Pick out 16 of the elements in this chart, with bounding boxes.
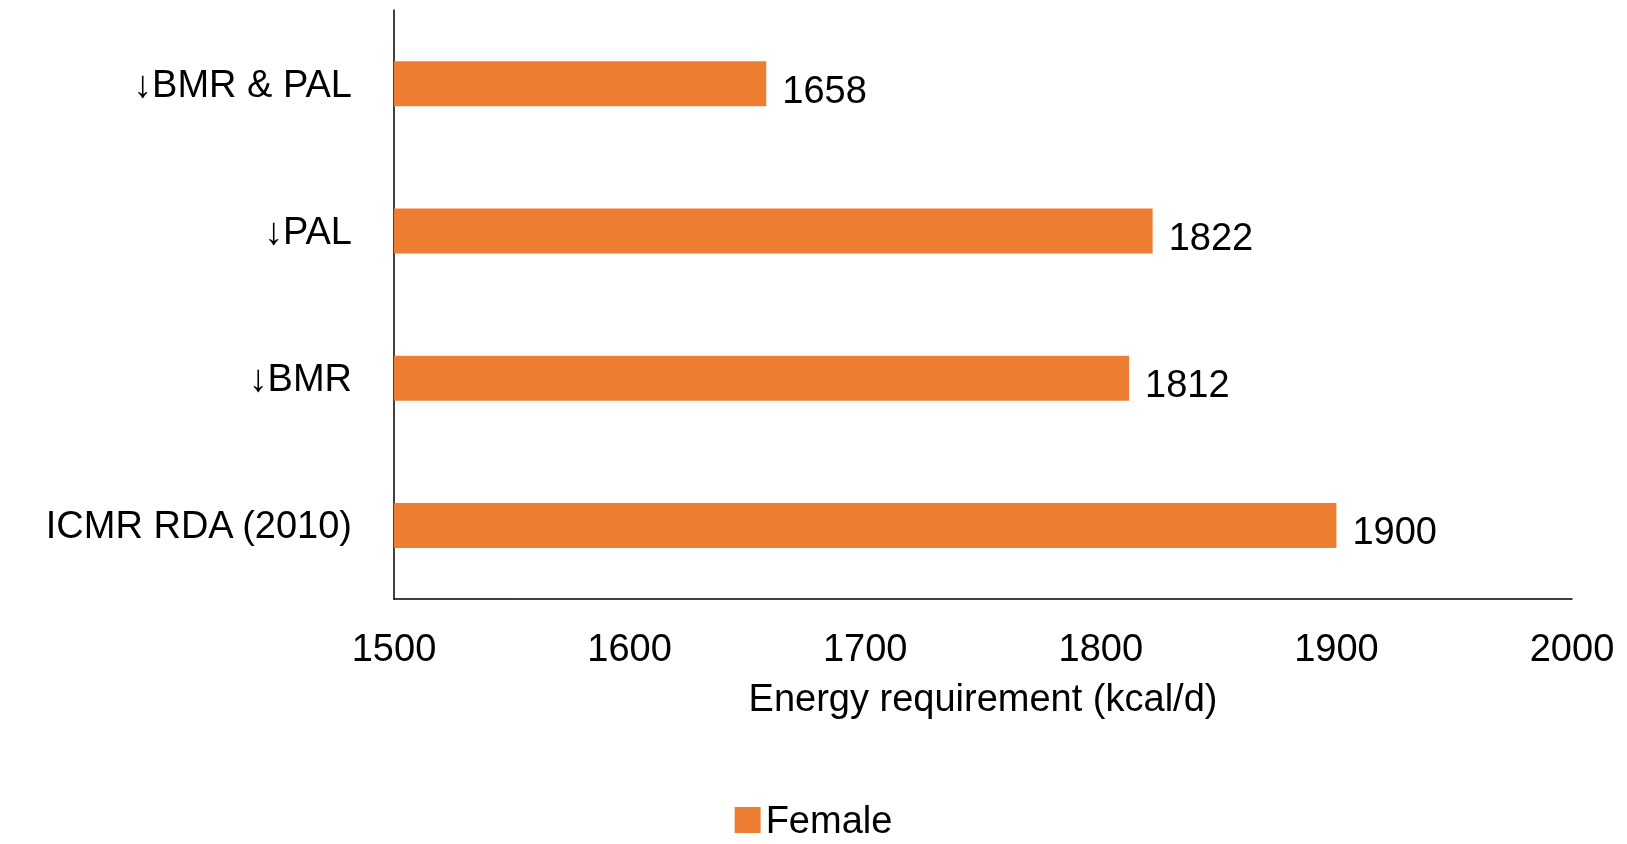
- x-tick-label: 1600: [587, 627, 672, 669]
- x-tick-label: 1500: [351, 627, 437, 669]
- y-tick-label: ↓BMR: [248, 357, 352, 400]
- x-tick-label: 2000: [1529, 627, 1615, 669]
- data-label: 1822: [1168, 215, 1254, 258]
- x-tick-label: 1900: [1294, 627, 1379, 669]
- x-axis-title: Energy requirement (kcal/d): [748, 677, 1218, 719]
- x-tick-label: 1800: [1058, 627, 1144, 669]
- y-tick-label: ↓PAL: [263, 209, 352, 252]
- legend-label: Female: [765, 799, 893, 841]
- x-tick-label: 1700: [822, 627, 908, 669]
- y-tick-label: ICMR RDA (2010): [45, 504, 352, 547]
- data-label: 1812: [1145, 363, 1230, 406]
- y-tick-label: ↓BMR & PAL: [133, 62, 352, 105]
- data-label: 1900: [1352, 510, 1437, 553]
- data-label: 1658: [782, 68, 867, 111]
